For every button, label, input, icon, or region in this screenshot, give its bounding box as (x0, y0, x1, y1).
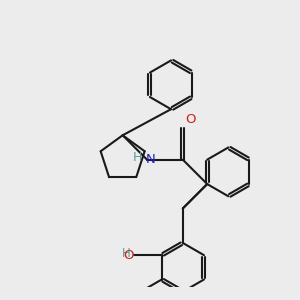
Text: O: O (123, 249, 134, 262)
Text: O: O (185, 113, 195, 126)
Text: N: N (146, 153, 155, 166)
Text: H: H (133, 151, 142, 164)
Text: H: H (122, 247, 131, 260)
